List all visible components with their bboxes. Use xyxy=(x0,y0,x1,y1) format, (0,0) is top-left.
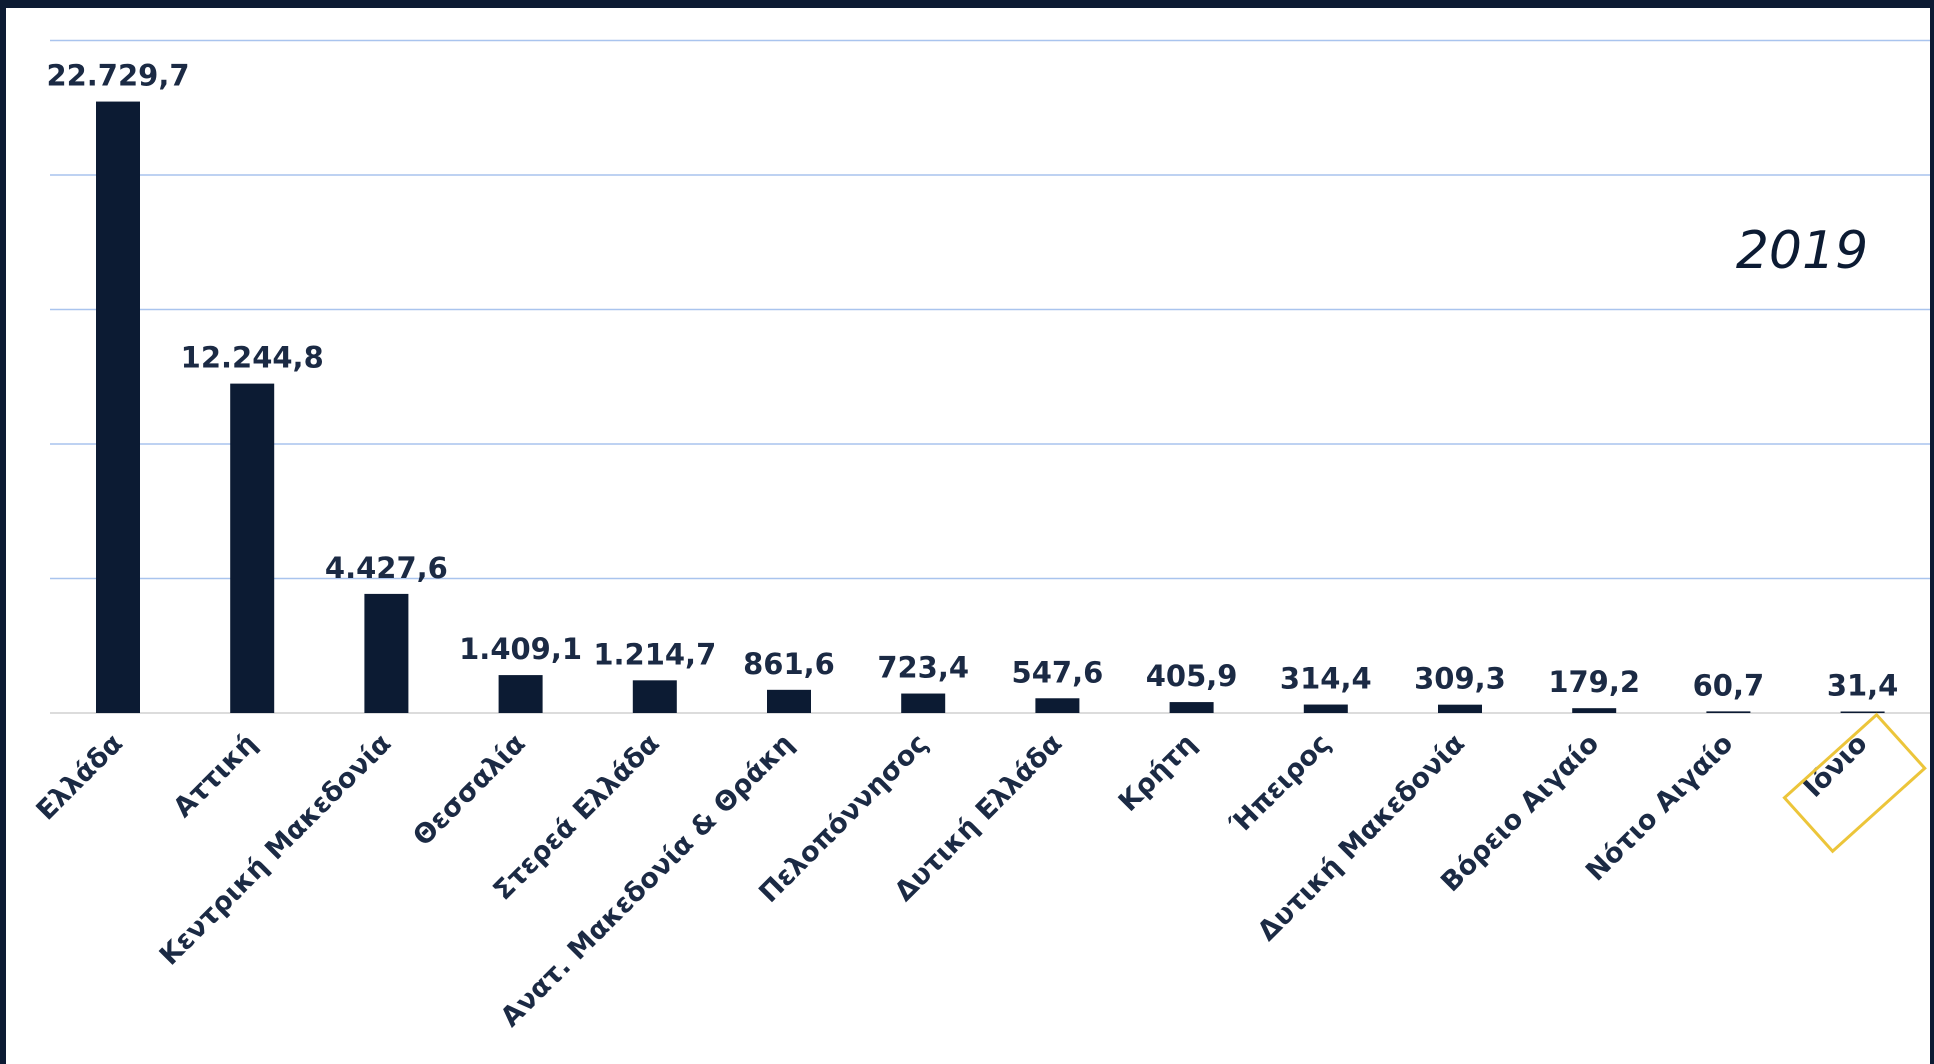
bar xyxy=(1840,711,1885,713)
category-tick-label: Αττική xyxy=(167,728,263,824)
bar xyxy=(96,101,140,714)
data-label: 309,3 xyxy=(1414,662,1506,696)
frame-left-border xyxy=(0,0,6,1064)
data-label: 4.427,6 xyxy=(325,551,448,585)
bar xyxy=(767,689,811,713)
category-tick-label: Νότιο Αιγαίο xyxy=(1580,728,1739,887)
category-tick-label: Κεντρική Μακεδονία xyxy=(154,728,398,972)
data-label: 405,9 xyxy=(1146,659,1238,693)
data-label: 1.214,7 xyxy=(593,637,716,671)
data-label: 22.729,7 xyxy=(46,59,189,93)
bar xyxy=(1706,711,1751,713)
bar xyxy=(632,680,677,713)
category-tick-label: Ιόνιο xyxy=(1798,728,1874,804)
data-label: 314,4 xyxy=(1280,662,1372,696)
data-label: 12.244,8 xyxy=(181,341,324,375)
bar xyxy=(1169,702,1214,713)
bar xyxy=(1438,704,1482,713)
data-label: 547,6 xyxy=(1012,655,1104,689)
bar xyxy=(1035,698,1080,713)
gridlines xyxy=(50,39,1930,580)
year-annotation: 2019 xyxy=(1736,221,1868,281)
data-label: 60,7 xyxy=(1693,668,1765,702)
bar xyxy=(1572,708,1617,713)
bar xyxy=(364,593,409,713)
frame-top-border xyxy=(0,0,1934,8)
highlight-box xyxy=(1782,712,1927,854)
frame-right-border xyxy=(1930,0,1934,1064)
bar xyxy=(498,675,543,713)
bar xyxy=(230,383,275,713)
bar xyxy=(901,693,946,713)
data-labels: 22.729,7 12.244,8 4.427,6 1.409,1 1.214,7 861… xyxy=(46,59,1898,703)
highlight-marker xyxy=(1782,712,1927,854)
category-tick-label: Ελλάδα xyxy=(30,728,128,826)
data-label: 179,2 xyxy=(1548,665,1640,699)
category-tick-label: Κρήτη xyxy=(1113,728,1203,818)
category-tick-label: Ανατ. Μακεδονία & Θράκη xyxy=(495,728,800,1033)
category-tick-label: Θεσσαλία xyxy=(407,728,531,852)
data-label: 861,6 xyxy=(743,647,835,681)
data-label: 31,4 xyxy=(1827,669,1899,703)
data-label: 723,4 xyxy=(877,651,969,685)
bar xyxy=(1303,704,1348,713)
category-tick-label: Ήπειρος xyxy=(1224,728,1337,841)
bars xyxy=(96,101,1885,714)
data-label: 1.409,1 xyxy=(459,632,582,666)
